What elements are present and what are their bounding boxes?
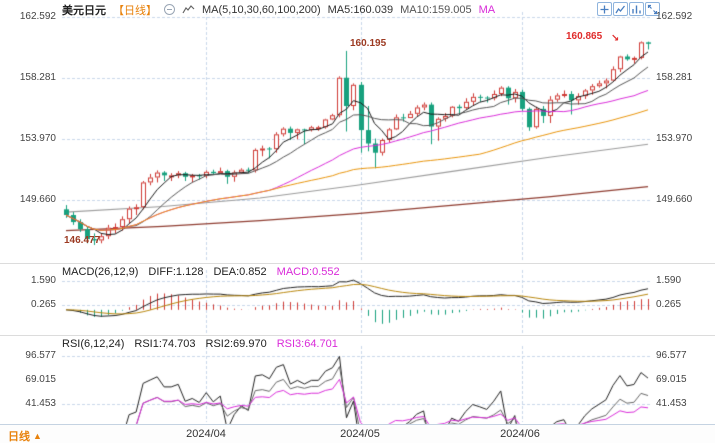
y-axis-label: 153.970 xyxy=(656,133,693,144)
y-axis-label: 149.660 xyxy=(656,194,693,205)
ma-trend-icon xyxy=(182,5,195,14)
period-label: 【日线】 xyxy=(113,4,157,17)
ma-settings-label: MA(5,10,30,60,100,200) xyxy=(202,3,321,16)
macd-diff-value: DIFF:1.128 xyxy=(148,266,204,278)
rsi2-value: RSI2:69.970 xyxy=(205,338,267,350)
macd-title: MACD(26,12,9) xyxy=(62,266,139,278)
chart-header: 美元日元 【日线】 MA(5,10,30,60,100,200) MA5:160… xyxy=(62,2,495,17)
y-axis-label: 0.265 xyxy=(656,299,682,310)
rsi1-value: RSI1:74.703 xyxy=(134,338,196,350)
y-axis-label: 158.281 xyxy=(656,72,693,83)
x-axis-label: 2024/05 xyxy=(340,428,380,440)
info-circle-icon[interactable] xyxy=(164,4,175,15)
y-axis-label: 158.281 xyxy=(19,72,56,83)
period-selector-label: 日线 xyxy=(8,431,30,443)
macd-macd-value: MACD:0.552 xyxy=(276,266,340,278)
y-axis-label: 162.592 xyxy=(656,11,693,22)
expand-icon[interactable] xyxy=(645,2,660,16)
zoom-in-icon[interactable] xyxy=(597,2,612,16)
chevron-up-icon: ▲ xyxy=(33,431,42,441)
y-axis-label: 69.015 xyxy=(656,374,687,385)
y-axis-label: 149.660 xyxy=(19,194,56,205)
annotation-arrow-icon: ↘ xyxy=(611,33,620,44)
chart-toolbar xyxy=(597,2,660,16)
y-axis-label: 162.592 xyxy=(19,11,56,22)
time-axis-bar xyxy=(0,424,715,443)
rsi-title: RSI(6,12,24) xyxy=(62,338,125,350)
x-axis-label: 2024/04 xyxy=(186,428,226,440)
rsi3-value: RSI3:64.701 xyxy=(276,338,338,350)
y-axis-label: 96.577 xyxy=(25,350,56,361)
y-axis-label: 41.453 xyxy=(25,398,56,409)
annotation-spike-high: 160.195 xyxy=(350,38,387,49)
macd-header: MACD(26,12,9) DIFF:1.128 DEA:0.852 MACD:… xyxy=(62,266,340,278)
panel-separator xyxy=(0,263,715,264)
y-axis-label: 69.015 xyxy=(25,374,56,385)
period-selector[interactable]: 日线 ▲ xyxy=(8,428,42,443)
ma5-value-label: MA5:160.039 xyxy=(327,3,394,16)
annotation-period-low: 146.477 xyxy=(64,235,101,246)
line-chart-icon[interactable] xyxy=(613,2,628,16)
y-axis-label: 41.453 xyxy=(656,398,687,409)
panel-separator xyxy=(0,335,715,336)
annotation-latest-high: 160.865 xyxy=(566,31,603,42)
symbol-title: 美元日元 xyxy=(62,4,106,17)
y-axis-label: 1.590 xyxy=(30,275,56,286)
x-axis-label: 2024/06 xyxy=(500,428,540,440)
ma10-value-label: MA10:159.005 xyxy=(400,3,472,16)
y-axis-label: 153.970 xyxy=(19,133,56,144)
y-axis-label: 1.590 xyxy=(656,275,682,286)
y-axis-label: 0.265 xyxy=(30,299,56,310)
y-axis-label: 96.577 xyxy=(656,350,687,361)
macd-dea-value: DEA:0.852 xyxy=(213,266,267,278)
rsi-header: RSI(6,12,24) RSI1:74.703 RSI2:69.970 RSI… xyxy=(62,338,338,350)
ma30-value-label-truncated: MA xyxy=(478,3,496,16)
bar-chart-icon[interactable] xyxy=(629,2,644,16)
